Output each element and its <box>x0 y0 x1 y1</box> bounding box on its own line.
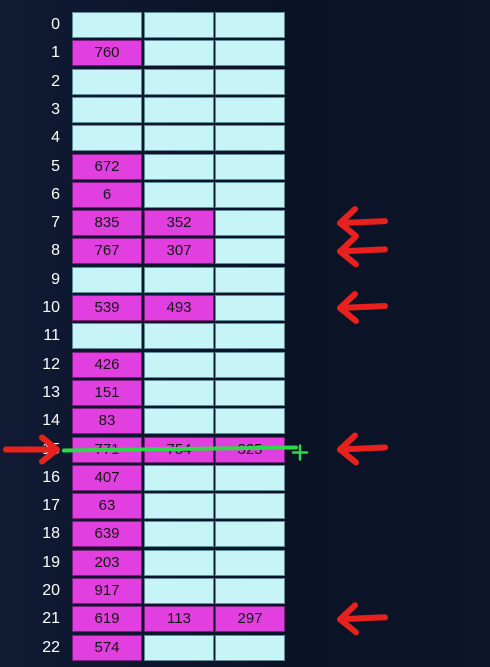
empty-cell <box>215 96 285 123</box>
filled-cell: 352 <box>144 210 214 237</box>
empty-cell <box>215 210 285 237</box>
row-index-label: 9 <box>51 270 60 288</box>
filled-cell: 574 <box>72 634 142 661</box>
empty-cell <box>72 125 142 152</box>
filled-cell: 767 <box>72 238 142 265</box>
empty-cell <box>72 323 142 350</box>
row-index-label: 2 <box>51 72 60 90</box>
filled-cell: 760 <box>72 40 142 67</box>
empty-cell <box>215 351 285 378</box>
filled-cell: 113 <box>144 606 214 633</box>
row-index-label: 13 <box>42 383 60 401</box>
row-index-label: 7 <box>51 214 60 232</box>
row-index-label: 5 <box>51 157 60 175</box>
row-index-label: 17 <box>42 497 60 515</box>
empty-cell <box>144 549 214 576</box>
row-index-label: 11 <box>43 327 60 345</box>
empty-cell <box>72 96 142 123</box>
row-index-label: 6 <box>51 185 60 203</box>
filled-cell: 539 <box>72 295 142 321</box>
row-index-label: 22 <box>42 638 60 656</box>
row-index-label: 1 <box>51 44 60 62</box>
empty-cell <box>215 238 285 265</box>
filled-cell: 754 <box>144 436 214 463</box>
empty-cell <box>144 125 214 152</box>
empty-cell <box>144 408 214 435</box>
empty-cell <box>215 578 285 604</box>
empty-cell <box>72 68 142 95</box>
empty-cell <box>215 68 285 95</box>
empty-cell <box>215 521 285 548</box>
empty-cell <box>144 40 214 67</box>
empty-cell <box>215 153 285 180</box>
empty-cell <box>72 266 142 293</box>
filled-cell: 639 <box>72 521 142 548</box>
row-index-label: 12 <box>42 355 60 373</box>
filled-cell: 83 <box>72 408 142 435</box>
empty-cell <box>215 12 285 38</box>
row-index-label: 10 <box>42 299 60 316</box>
empty-cell <box>144 464 214 491</box>
filled-cell: 426 <box>72 351 142 378</box>
filled-cell: 63 <box>72 493 142 520</box>
empty-cell <box>215 464 285 491</box>
empty-cell <box>144 578 214 604</box>
empty-cell <box>215 40 285 67</box>
empty-cell <box>215 266 285 293</box>
empty-cell <box>144 266 214 293</box>
empty-cell <box>144 493 214 520</box>
row-index-label: 18 <box>42 525 60 543</box>
empty-cell <box>144 521 214 548</box>
filled-cell: 151 <box>72 379 142 406</box>
row-index-label: 15 <box>42 440 60 458</box>
row-index-label: 19 <box>42 553 60 571</box>
row-index-label: 8 <box>51 242 60 260</box>
empty-cell <box>215 493 285 520</box>
empty-cell <box>144 323 214 350</box>
empty-cell <box>144 634 214 661</box>
empty-cell <box>144 153 214 180</box>
row-index-label: 0 <box>51 16 60 33</box>
filled-cell: 672 <box>72 153 142 180</box>
filled-cell: 771 <box>72 436 142 463</box>
empty-cell <box>144 68 214 95</box>
empty-cell <box>144 351 214 378</box>
empty-cell <box>215 181 285 208</box>
filled-cell: 297 <box>215 606 285 633</box>
filled-cell: 493 <box>144 295 214 321</box>
filled-cell: 307 <box>144 238 214 265</box>
row-index-label: 20 <box>42 582 60 599</box>
filled-cell: 407 <box>72 464 142 491</box>
row-index-label: 4 <box>51 129 60 147</box>
filled-cell: 6 <box>72 181 142 208</box>
empty-cell <box>215 379 285 406</box>
empty-cell <box>215 549 285 576</box>
empty-cell <box>144 12 214 38</box>
filled-cell: 325 <box>215 436 285 463</box>
empty-cell <box>144 379 214 406</box>
filled-cell: 619 <box>72 606 142 633</box>
filled-cell: 835 <box>72 210 142 237</box>
row-index-label: 14 <box>42 412 60 430</box>
empty-cell <box>144 181 214 208</box>
empty-cell <box>215 323 285 350</box>
row-index-label: 3 <box>51 100 60 118</box>
filled-cell: 917 <box>72 578 142 604</box>
empty-cell <box>215 408 285 435</box>
empty-cell <box>144 96 214 123</box>
empty-cell <box>215 634 285 661</box>
empty-cell <box>215 295 285 321</box>
empty-cell <box>72 12 142 38</box>
filled-cell: 203 <box>72 549 142 576</box>
empty-cell <box>215 125 285 152</box>
row-index-label: 21 <box>42 610 60 628</box>
row-index-label: 16 <box>42 468 60 486</box>
